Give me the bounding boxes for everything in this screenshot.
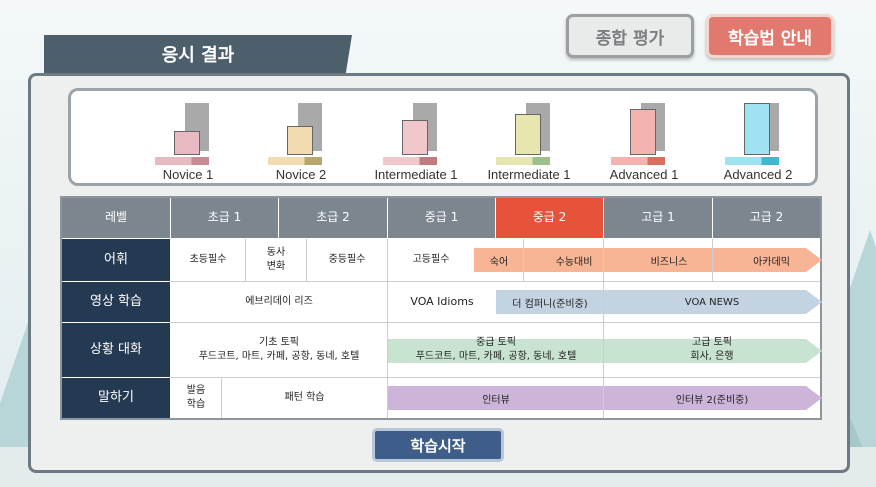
column-header-active: 중급 2 [496,198,603,238]
situation-advanced-title: 고급 토픽 [692,336,732,348]
level-card: Advanced 1 [589,91,699,183]
situation-intermediate-topics: 푸드코트, 마트, 카페, 공항, 동네, 호텔 [415,351,577,362]
column-header: 고급 1 [604,198,712,238]
row-head-speaking: 말하기 [62,378,170,418]
situation-intermediate-title: 중급 토픽 [476,336,516,348]
level-card: Novice 2 [246,91,356,183]
speaking-interview-2[interactable]: 인터뷰 2(준비중) [675,394,749,406]
row-head-vocab: 어휘 [62,239,170,281]
vocab-academic[interactable]: 아카데믹 [753,256,790,268]
row-head-video: 영상 학습 [62,282,170,322]
situation-basic-topics: 푸드코트, 마트, 카페, 공항, 동네, 호텔 [198,351,360,362]
level-bar-fill [744,103,770,155]
table-corner-header: 레벨 [62,198,170,238]
row-head-situation: 상황 대화 [62,323,170,377]
situation-intermediate[interactable]: 중급 토픽 푸드코트, 마트, 카페, 공항, 동네, 호텔 [388,323,604,377]
level-base [268,157,322,165]
level-label: Novice 1 [162,167,214,182]
vocab-idioms[interactable]: 숙어 [489,256,509,268]
situation-basic-title: 기초 토픽 [259,336,299,348]
speaking-interview[interactable]: 인터뷰 [482,394,510,406]
evaluation-button[interactable]: 종합 평가 [566,14,694,58]
video-voa-news[interactable]: VOA NEWS [684,296,740,308]
level-bar-fill [515,114,541,155]
level-card: Intermediate 1 [474,91,584,183]
column-header: 초급 2 [279,198,387,238]
level-label: Intermediate 1 [487,167,571,182]
curriculum-table: 레벨 초급 1 초급 2 중급 1 중급 2 고급 1 고급 2 어휘 영상 학… [60,196,822,420]
column-header: 초급 1 [171,198,278,238]
vocab-business[interactable]: 비즈니스 [650,256,688,268]
page-title: 응시 결과 [44,35,352,73]
level-base [611,157,665,165]
level-label: Novice 2 [275,167,327,182]
vocab-high-school[interactable]: 고등필수 [412,253,450,265]
level-base [383,157,437,165]
speaking-pattern[interactable]: 패턴 학습 [284,391,325,403]
situation-basic[interactable]: 기초 토픽 푸드코트, 마트, 카페, 공항, 동네, 호텔 [171,323,387,377]
level-label: Advanced 1 [609,167,679,182]
situation-advanced[interactable]: 고급 토픽 회사, 은행 [604,323,820,377]
vocab-csat-prep[interactable]: 수능대비 [555,256,593,268]
video-progress-arrow: 더 컴퍼니(준비중) VOA NEWS [496,290,822,314]
level-bar-fill [630,109,656,155]
situation-advanced-topics: 회사, 은행 [690,351,734,362]
level-bar-fill [402,120,428,155]
level-panel: Novice 1 Novice 2 Intermediate 1 Intermedia… [68,88,818,186]
study-guide-button[interactable]: 학습법 안내 [706,14,834,58]
level-base [155,157,209,165]
level-card: Intermediate 1 [361,91,471,183]
vocab-progress-arrow: 숙어 수능대비 비즈니스 아카데믹 [474,248,822,272]
column-header: 중급 1 [388,198,495,238]
level-card: Novice 1 [133,91,243,183]
speaking-progress-arrow: 인터뷰 인터뷰 2(준비중) [388,386,822,410]
column-header: 고급 2 [713,198,820,238]
vocab-elementary[interactable]: 초등필수 [189,253,227,265]
video-the-company[interactable]: 더 컴퍼니(준비중) [512,298,588,310]
video-everyday-liz[interactable]: 에브리데이 리즈 [245,295,313,307]
level-bar-fill [287,126,313,155]
level-base [725,157,779,165]
vocab-verb-conjugation[interactable]: 동사 변화 [266,246,286,273]
start-study-button[interactable]: 학습시작 [372,428,504,462]
level-label: Intermediate 1 [374,167,458,182]
vocab-middle-school[interactable]: 중등필수 [328,253,366,265]
level-card: Advanced 2 [703,91,813,183]
level-bar-fill [174,131,200,155]
video-voa-idioms[interactable]: VOA Idioms [410,295,474,309]
level-base [496,157,550,165]
speaking-pronunciation[interactable]: 발음 학습 [186,384,206,411]
situation-progress-arrow [388,339,822,363]
level-label: Advanced 2 [723,167,793,182]
